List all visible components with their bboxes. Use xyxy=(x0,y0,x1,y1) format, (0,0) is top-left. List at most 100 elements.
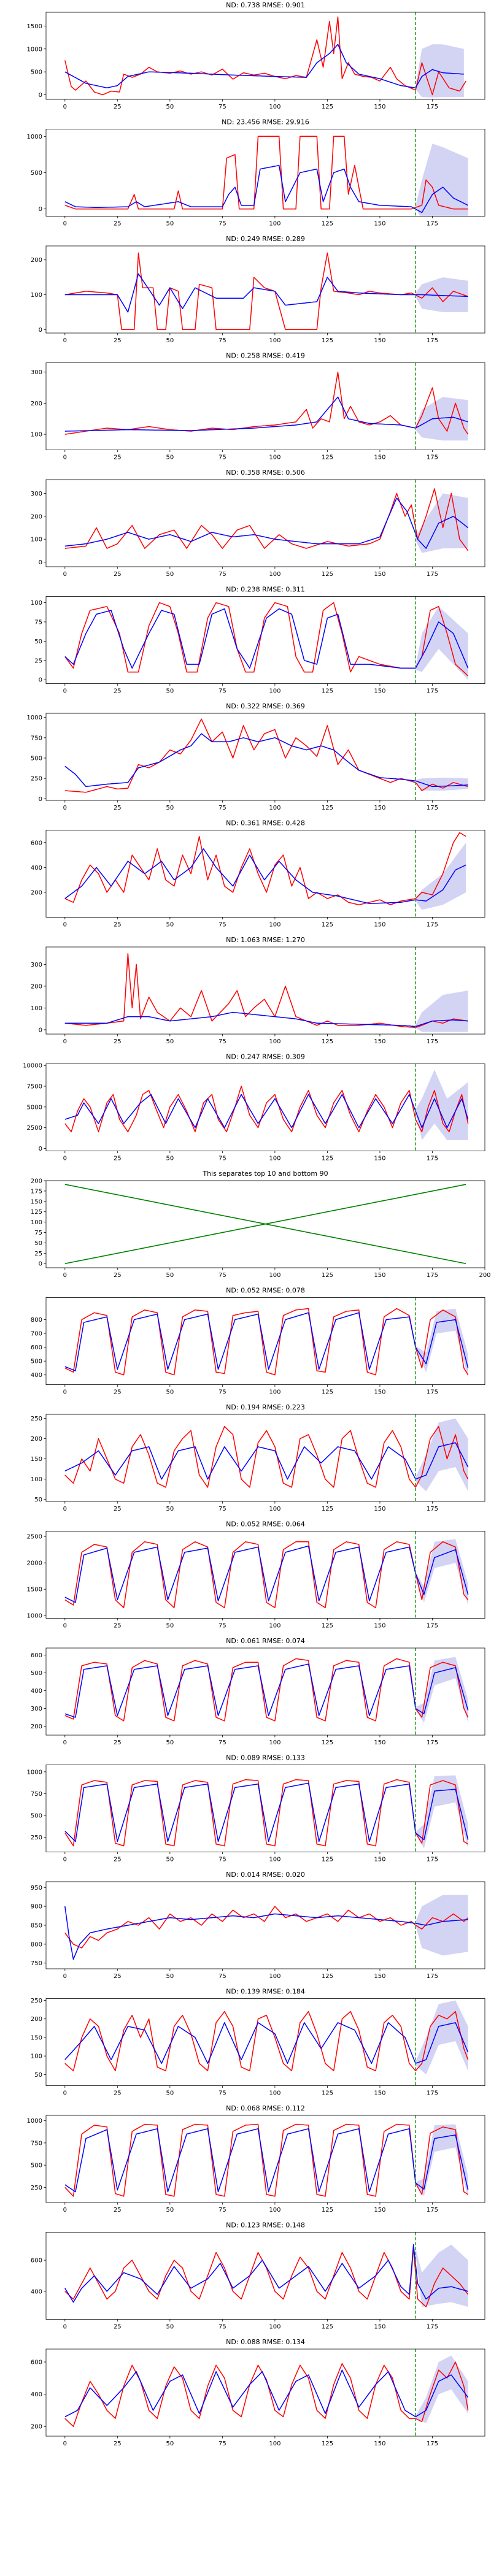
y-tick-label: 0 xyxy=(39,559,42,566)
x-tick-label: 175 xyxy=(427,104,438,110)
x-tick-label: 100 xyxy=(269,1739,280,1746)
plot-area xyxy=(64,480,469,567)
subplot-3: ND: 0.249 RMSE: 0.289 0 25 50 75 100 125 150 175… xyxy=(31,235,485,344)
x-tick-label: 50 xyxy=(166,221,174,228)
y-tick-label: 50 xyxy=(34,1497,42,1503)
x-tick-label: 0 xyxy=(63,805,67,811)
subplot-title: ND: 0.258 RMSE: 0.419 xyxy=(226,352,305,360)
x-tick-label: 25 xyxy=(114,805,122,811)
x-tick-label: 75 xyxy=(218,2207,226,2214)
forecast-interval-band xyxy=(416,1775,468,1849)
forecast-interval-band xyxy=(416,2244,468,2307)
forecast-interval-band xyxy=(416,991,468,1032)
x-tick-label: 100 xyxy=(269,571,280,578)
y-tick-label: 600 xyxy=(31,1652,42,1659)
x-tick-label: 25 xyxy=(114,2440,122,2447)
series-actual-line xyxy=(64,1541,469,1609)
y-tick-label: 1000 xyxy=(27,2118,42,2125)
y-tick-label: 250 xyxy=(31,1416,42,1422)
plot-area xyxy=(64,1998,469,2086)
y-tick-label: 400 xyxy=(31,2288,42,2295)
x-tick-label: 125 xyxy=(322,1857,333,1863)
x-tick-label: 125 xyxy=(322,337,333,344)
y-tick-label: 10000 xyxy=(23,1063,42,1070)
axes-frame xyxy=(45,830,485,918)
subplot-7: ND: 0.322 RMSE: 0.369 0 25 50 75 100 125 150 175… xyxy=(27,702,485,811)
x-tick-label: 100 xyxy=(269,2090,280,2097)
y-tick-label: 0 xyxy=(39,92,42,99)
x-tick-label: 50 xyxy=(166,1857,174,1863)
series-forecast-line xyxy=(64,164,468,213)
y-tick-label: 1000 xyxy=(27,1769,42,1776)
forecast-interval-band xyxy=(416,842,466,910)
series-actual-line xyxy=(64,718,468,793)
y-tick-label: 25 xyxy=(34,657,42,664)
x-tick-label: 175 xyxy=(427,1739,438,1746)
plot-area xyxy=(64,713,468,800)
plot-area xyxy=(64,596,469,684)
x-tick-label: 0 xyxy=(63,1506,67,1512)
y-tick-label: 150 xyxy=(31,1198,42,1205)
subplot-title: ND: 0.089 RMSE: 0.133 xyxy=(226,1754,305,1762)
subplot-title: ND: 0.014 RMSE: 0.020 xyxy=(226,1871,305,1879)
forecast-interval-band xyxy=(416,277,468,312)
y-tick-label: 400 xyxy=(31,2391,42,2398)
y-tick-label: 300 xyxy=(31,1706,42,1712)
plot-area xyxy=(64,1414,469,1501)
axes-frame xyxy=(45,1414,485,1502)
x-tick-label: 150 xyxy=(374,1272,385,1279)
y-tick-label: 400 xyxy=(31,865,42,872)
y-tick-label: 500 xyxy=(31,1812,42,1819)
plot-area xyxy=(64,1648,469,1735)
y-tick-label: 900 xyxy=(31,1904,42,1911)
y-tick-label: 75 xyxy=(34,1230,42,1236)
x-tick-label: 200 xyxy=(479,1272,490,1279)
y-tick-label: 750 xyxy=(31,1791,42,1798)
x-tick-label: 75 xyxy=(218,1156,226,1162)
y-tick-label: 250 xyxy=(31,1998,42,2004)
subplot-title: ND: 0.322 RMSE: 0.369 xyxy=(226,702,305,710)
x-tick-label: 25 xyxy=(114,1389,122,1396)
x-tick-label: 25 xyxy=(114,2090,122,2097)
x-tick-label: 150 xyxy=(374,1506,385,1512)
x-tick-label: 100 xyxy=(269,104,280,110)
x-tick-label: 175 xyxy=(427,922,438,929)
y-tick-label: 700 xyxy=(31,1331,42,1338)
y-tick-label: 850 xyxy=(31,1923,42,1930)
x-tick-label: 175 xyxy=(427,221,438,228)
subplot-14: ND: 0.052 RMSE: 0.064 0 25 50 75 100 125 150 175… xyxy=(27,1520,485,1630)
y-tick-label: 1000 xyxy=(27,715,42,721)
y-tick-label: 2000 xyxy=(27,1560,42,1567)
x-tick-label: 125 xyxy=(322,104,333,110)
x-tick-label: 100 xyxy=(269,2440,280,2447)
x-tick-label: 125 xyxy=(322,2090,333,2097)
series-forecast-line xyxy=(64,2128,469,2193)
x-tick-label: 25 xyxy=(114,2324,122,2331)
y-tick-label: 7500 xyxy=(27,1084,42,1091)
subplot-2: ND: 23.456 RMSE: 29.916 0 25 50 75 100 125 150 1… xyxy=(27,118,485,228)
x-tick-label: 0 xyxy=(63,2090,67,2097)
y-tick-label: 50 xyxy=(34,2072,42,2079)
subplot-10: ND: 0.247 RMSE: 0.309 0 25 50 75 100 125 150 175… xyxy=(23,1053,485,1162)
subplot-title: ND: 1.063 RMSE: 1.270 xyxy=(226,936,305,944)
x-tick-label: 125 xyxy=(322,2207,333,2214)
x-tick-label: 175 xyxy=(427,2090,438,2097)
x-tick-label: 50 xyxy=(166,922,174,929)
y-tick-label: 800 xyxy=(31,1941,42,1948)
x-tick-label: 125 xyxy=(322,454,333,461)
series-forecast-line xyxy=(64,1011,468,1027)
y-tick-label: 400 xyxy=(31,1688,42,1695)
axes-frame xyxy=(45,1064,485,1151)
series-forecast-line xyxy=(64,1094,469,1129)
x-tick-label: 25 xyxy=(114,104,122,110)
x-tick-label: 175 xyxy=(427,805,438,811)
subplot-21: ND: 0.088 RMSE: 0.134 0 25 50 75 100 125 150 175… xyxy=(31,2338,485,2447)
axes-frame xyxy=(45,713,485,801)
axes-frame xyxy=(45,1531,485,1619)
y-tick-label: 600 xyxy=(31,2258,42,2264)
subplot-title: This separates top 10 and bottom 90 xyxy=(202,1170,328,1178)
x-tick-label: 150 xyxy=(374,688,385,695)
x-tick-label: 175 xyxy=(427,454,438,461)
y-tick-label: 200 xyxy=(31,2424,42,2431)
subplot-18: ND: 0.139 RMSE: 0.184 0 25 50 75 100 125 150 175… xyxy=(31,1988,485,2097)
